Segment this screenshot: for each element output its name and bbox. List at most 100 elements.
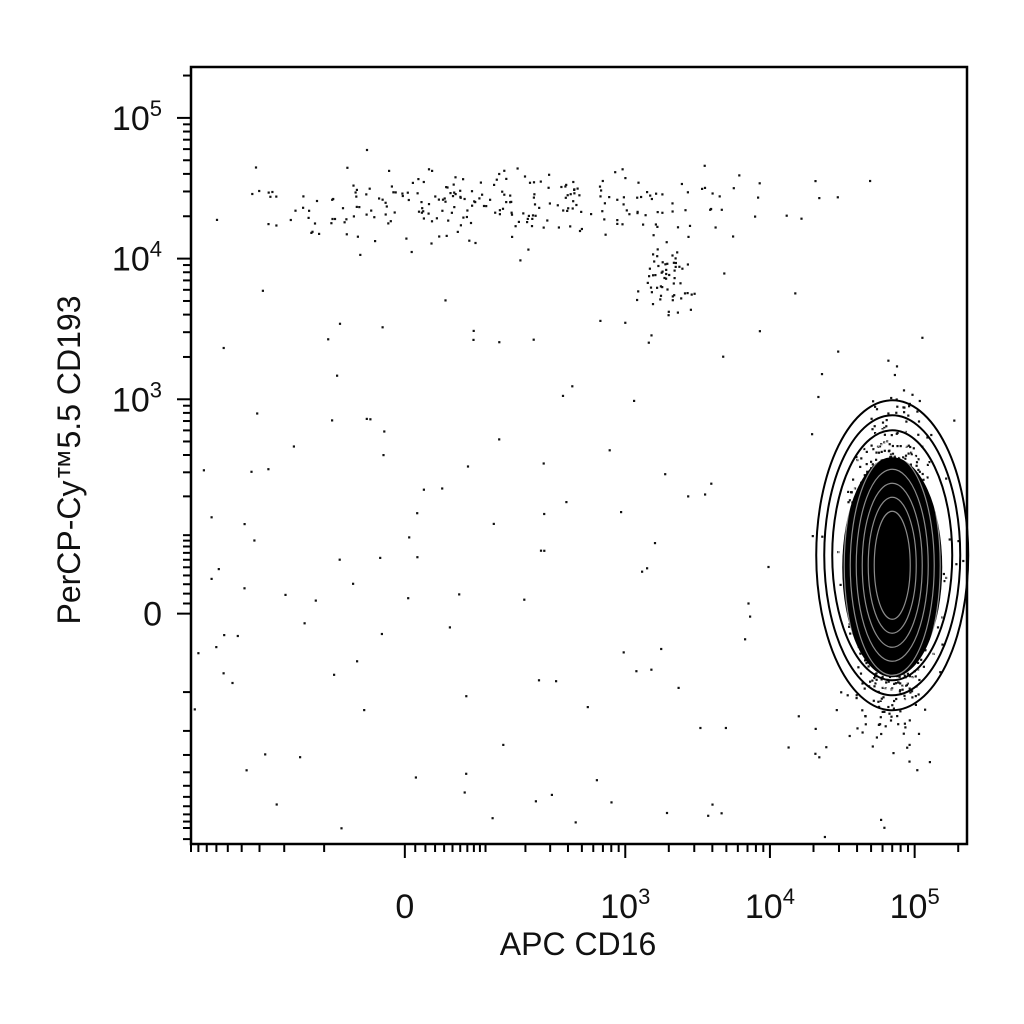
event-dot: [861, 682, 864, 685]
event-dot: [358, 206, 361, 209]
event-dot: [599, 319, 602, 322]
event-dot: [250, 470, 253, 473]
event-dot: [498, 213, 501, 216]
event-dot: [531, 217, 534, 220]
event-dot: [921, 472, 924, 476]
event-dot: [284, 593, 287, 596]
event-dot: [454, 193, 457, 196]
event-dot: [883, 826, 886, 829]
event-dot: [313, 222, 317, 225]
event-dot: [454, 176, 457, 179]
event-dot: [624, 177, 627, 180]
event-dot: [655, 192, 658, 195]
event-dot: [437, 198, 440, 201]
event-dot: [555, 680, 558, 683]
event-dot: [908, 675, 912, 678]
event-dot: [888, 712, 891, 715]
event-dot: [374, 240, 377, 243]
event-dot: [621, 168, 624, 171]
event-dot: [482, 204, 486, 208]
event-dot: [636, 298, 639, 302]
event-dot: [668, 273, 671, 277]
event-dot: [887, 705, 890, 709]
event-dot: [430, 242, 433, 245]
event-dot: [871, 428, 874, 431]
event-dot: [501, 190, 504, 193]
event-dot: [530, 225, 534, 228]
event-dot: [909, 445, 912, 449]
event-dot: [818, 197, 821, 200]
event-dot: [598, 185, 602, 188]
event-dot: [443, 197, 446, 200]
event-dot: [557, 226, 560, 229]
event-dot: [673, 294, 676, 297]
event-dot: [427, 212, 430, 215]
event-dot: [663, 276, 666, 280]
event-dot: [869, 680, 872, 683]
event-dot: [650, 334, 653, 337]
contour-line: [867, 496, 917, 634]
event-dot: [818, 756, 821, 759]
event-dot: [636, 212, 639, 215]
event-dot: [534, 800, 537, 803]
event-dot: [665, 277, 668, 280]
event-dot: [368, 187, 371, 190]
event-dot: [918, 678, 921, 682]
event-dot: [690, 293, 693, 296]
event-dot: [459, 189, 462, 192]
event-dot: [267, 468, 270, 471]
event-dot: [384, 213, 387, 216]
event-dot: [465, 695, 468, 698]
event-dot: [373, 216, 376, 219]
event-dot: [907, 444, 910, 447]
event-dot: [456, 230, 459, 233]
event-dot: [906, 672, 909, 675]
x-tick-labels: 0 103 104 105: [395, 884, 939, 926]
event-dot: [918, 399, 921, 403]
event-dot: [863, 474, 866, 477]
x-tick-label: 104: [745, 884, 795, 926]
event-dot: [896, 715, 899, 718]
event-dot: [665, 272, 668, 276]
event-dot: [369, 418, 372, 421]
event-dot: [847, 501, 850, 504]
event-dot: [625, 209, 628, 212]
event-dot: [468, 239, 471, 242]
event-dot: [683, 292, 687, 295]
event-dot: [687, 495, 690, 498]
event-dot: [703, 186, 707, 189]
event-dot: [720, 208, 723, 211]
event-dot: [355, 188, 358, 191]
event-dot: [620, 511, 623, 514]
event-dot: [608, 449, 611, 452]
event-dot: [667, 314, 670, 317]
event-dot: [908, 743, 911, 746]
event-dot: [533, 193, 536, 196]
event-dot: [336, 374, 339, 377]
event-dot: [914, 675, 917, 678]
event-dot: [383, 430, 386, 433]
event-dot: [550, 793, 553, 796]
event-dot: [665, 241, 668, 244]
event-dot: [678, 265, 681, 268]
event-dot: [651, 303, 655, 306]
event-dot: [359, 253, 362, 256]
event-dot: [904, 726, 907, 729]
event-dot: [427, 203, 431, 206]
event-dot: [911, 393, 914, 396]
event-dot: [908, 760, 911, 763]
event-dot: [875, 672, 878, 675]
event-dot: [659, 294, 663, 297]
event-dot: [656, 248, 659, 251]
event-dot: [251, 192, 254, 196]
event-dot: [222, 346, 225, 350]
event-dot: [315, 199, 319, 203]
event-dot: [622, 651, 625, 654]
event-dot: [714, 226, 717, 229]
event-dot: [382, 454, 385, 457]
event-dot: [407, 198, 410, 202]
event-dot: [481, 193, 484, 196]
event-dot: [687, 235, 690, 238]
event-dot: [915, 461, 919, 464]
event-dot: [275, 195, 278, 198]
